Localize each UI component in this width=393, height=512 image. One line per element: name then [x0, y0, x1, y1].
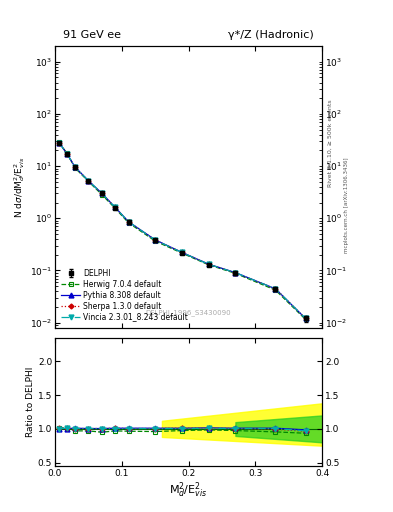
Text: Rivet 3.1.10, ≥ 500k events: Rivet 3.1.10, ≥ 500k events	[328, 99, 333, 187]
Herwig 7.0.4 default	[65, 151, 70, 157]
Vincia 2.3.01_8.243 default	[57, 140, 61, 146]
Legend: DELPHI, Herwig 7.0.4 default, Pythia 8.308 default, Sherpa 1.3.0 default, Vincia: DELPHI, Herwig 7.0.4 default, Pythia 8.3…	[59, 267, 191, 324]
Vincia 2.3.01_8.243 default	[73, 164, 77, 170]
X-axis label: M$_d^2$/E$^2_{vis}$: M$_d^2$/E$^2_{vis}$	[169, 480, 208, 500]
Pythia 8.308 default	[153, 237, 158, 243]
Pythia 8.308 default	[113, 204, 118, 210]
Herwig 7.0.4 default	[153, 238, 158, 244]
Pythia 8.308 default	[57, 140, 61, 146]
Sherpa 1.3.0 default	[57, 139, 61, 145]
Sherpa 1.3.0 default	[65, 151, 70, 157]
Pythia 8.308 default	[273, 286, 278, 292]
Herwig 7.0.4 default	[233, 270, 238, 276]
Vincia 2.3.01_8.243 default	[233, 270, 238, 276]
Herwig 7.0.4 default	[180, 250, 184, 256]
Herwig 7.0.4 default	[273, 287, 278, 293]
Sherpa 1.3.0 default	[180, 249, 184, 255]
Line: Herwig 7.0.4 default: Herwig 7.0.4 default	[57, 140, 308, 322]
Vincia 2.3.01_8.243 default	[65, 151, 70, 157]
Pythia 8.308 default	[303, 315, 308, 322]
Herwig 7.0.4 default	[206, 262, 211, 268]
Sherpa 1.3.0 default	[153, 237, 158, 243]
Sherpa 1.3.0 default	[99, 190, 104, 197]
Herwig 7.0.4 default	[73, 165, 77, 171]
Sherpa 1.3.0 default	[126, 219, 131, 225]
Pythia 8.308 default	[73, 164, 77, 170]
Herwig 7.0.4 default	[57, 139, 61, 145]
Vincia 2.3.01_8.243 default	[113, 204, 118, 210]
Pythia 8.308 default	[233, 269, 238, 275]
Vincia 2.3.01_8.243 default	[206, 261, 211, 267]
Vincia 2.3.01_8.243 default	[99, 190, 104, 197]
Vincia 2.3.01_8.243 default	[153, 237, 158, 243]
Pythia 8.308 default	[86, 178, 91, 184]
Sherpa 1.3.0 default	[86, 178, 91, 184]
Sherpa 1.3.0 default	[273, 286, 278, 292]
Pythia 8.308 default	[206, 261, 211, 267]
Sherpa 1.3.0 default	[113, 204, 118, 210]
Sherpa 1.3.0 default	[303, 315, 308, 322]
Y-axis label: N d$\sigma$/dM$_d^2$/E$^2_{vis}$: N d$\sigma$/dM$_d^2$/E$^2_{vis}$	[12, 156, 27, 218]
Pythia 8.308 default	[99, 190, 104, 196]
Pythia 8.308 default	[65, 151, 70, 157]
Vincia 2.3.01_8.243 default	[180, 249, 184, 255]
Vincia 2.3.01_8.243 default	[273, 286, 278, 292]
Vincia 2.3.01_8.243 default	[86, 178, 91, 184]
Herwig 7.0.4 default	[113, 205, 118, 211]
Line: Sherpa 1.3.0 default: Sherpa 1.3.0 default	[57, 141, 307, 320]
Text: mcplots.cern.ch [arXiv:1306.3436]: mcplots.cern.ch [arXiv:1306.3436]	[344, 157, 349, 252]
Line: Pythia 8.308 default: Pythia 8.308 default	[57, 140, 308, 321]
Vincia 2.3.01_8.243 default	[126, 219, 131, 225]
Text: γ*/Z (Hadronic): γ*/Z (Hadronic)	[228, 30, 314, 40]
Herwig 7.0.4 default	[126, 220, 131, 226]
Herwig 7.0.4 default	[303, 316, 308, 323]
Sherpa 1.3.0 default	[233, 270, 238, 276]
Herwig 7.0.4 default	[99, 191, 104, 198]
Sherpa 1.3.0 default	[206, 261, 211, 267]
Text: 91 GeV ee: 91 GeV ee	[63, 30, 121, 40]
Herwig 7.0.4 default	[86, 178, 91, 184]
Y-axis label: Ratio to DELPHI: Ratio to DELPHI	[26, 367, 35, 437]
Line: Vincia 2.3.01_8.243 default: Vincia 2.3.01_8.243 default	[57, 140, 308, 321]
Pythia 8.308 default	[180, 249, 184, 255]
Pythia 8.308 default	[126, 219, 131, 225]
Sherpa 1.3.0 default	[73, 164, 77, 170]
Vincia 2.3.01_8.243 default	[303, 315, 308, 322]
Text: DELPHI_1996_S3430090: DELPHI_1996_S3430090	[146, 310, 231, 316]
